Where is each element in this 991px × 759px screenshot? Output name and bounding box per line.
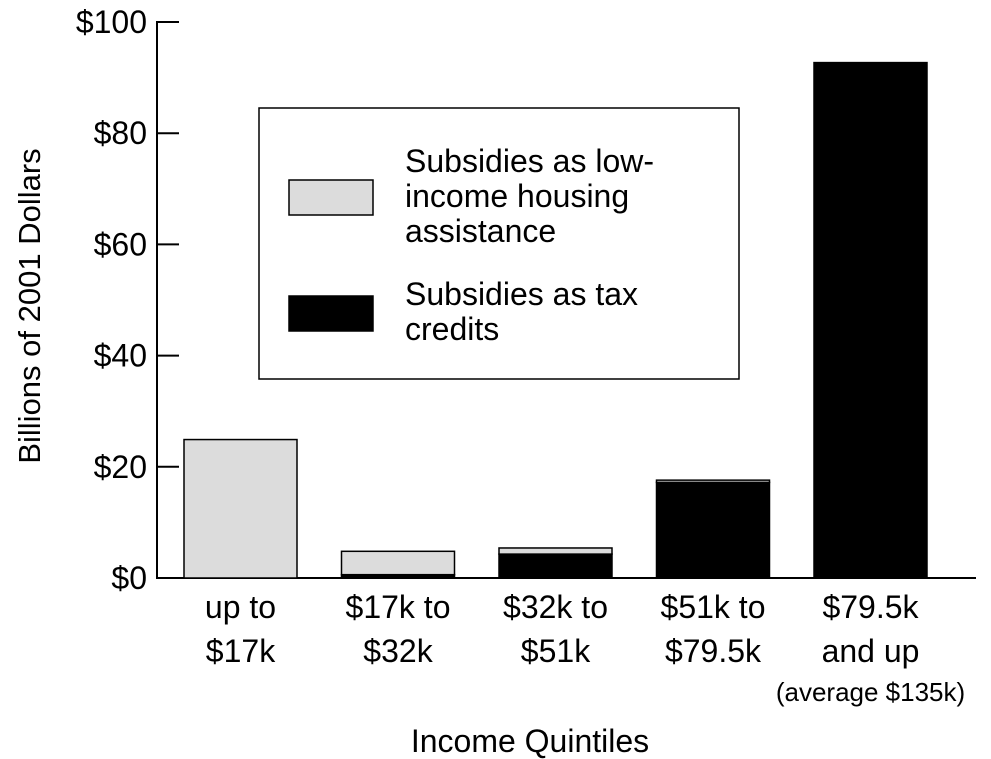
- bar-segment: [813, 61, 928, 579]
- x-axis: up to $17k $17k to $32k $32k to $51k $51k to $7…: [157, 577, 976, 707]
- bar-segment: [655, 481, 771, 579]
- bar-segment: [498, 553, 613, 579]
- x-tick-label: $17k: [206, 633, 276, 669]
- legend: Subsidies as low-income housingassistanc…: [258, 107, 740, 380]
- y-tick-label: $40: [94, 338, 147, 374]
- x-axis-label: Income Quintiles: [411, 723, 649, 759]
- legend-label: assistance: [405, 213, 556, 249]
- x-tick-label: $17k to: [346, 589, 451, 625]
- y-axis: $0 $20 $40 $60 $80 $100: [76, 4, 179, 596]
- bar-segment: [498, 547, 613, 555]
- legend-label: credits: [405, 311, 499, 347]
- x-tick-label: $79.5k: [822, 589, 919, 625]
- bar-segment: [183, 438, 298, 579]
- legend-label: Subsidies as low-: [405, 143, 654, 179]
- bar-segment: [655, 479, 771, 484]
- bar-segment: [340, 550, 456, 576]
- x-tick-label: $51k: [521, 633, 591, 669]
- y-tick-label: $60: [94, 226, 147, 262]
- legend-label: Subsidies as tax: [405, 276, 638, 312]
- y-tick-label: $0: [111, 560, 147, 596]
- y-tick-label: $20: [94, 449, 147, 485]
- x-tick-note: (average $135k): [776, 677, 965, 707]
- y-tick-label: $80: [94, 115, 147, 151]
- legend-swatch: [288, 179, 374, 216]
- x-tick-label: $51k to: [661, 589, 766, 625]
- y-axis-label: Billions of 2001 Dollars: [12, 148, 47, 463]
- legend-label: income housing: [405, 178, 629, 214]
- legend-swatch: [288, 295, 374, 332]
- legend-box: [258, 107, 740, 380]
- x-tick-label: $32k to: [503, 589, 608, 625]
- y-tick-label: $100: [76, 4, 147, 40]
- x-tick-label: up to: [205, 589, 276, 625]
- bars: [183, 61, 928, 579]
- x-tick-label: $79.5k: [665, 633, 762, 669]
- x-tick-label: and up: [822, 633, 920, 669]
- x-tick-label: $32k: [363, 633, 433, 669]
